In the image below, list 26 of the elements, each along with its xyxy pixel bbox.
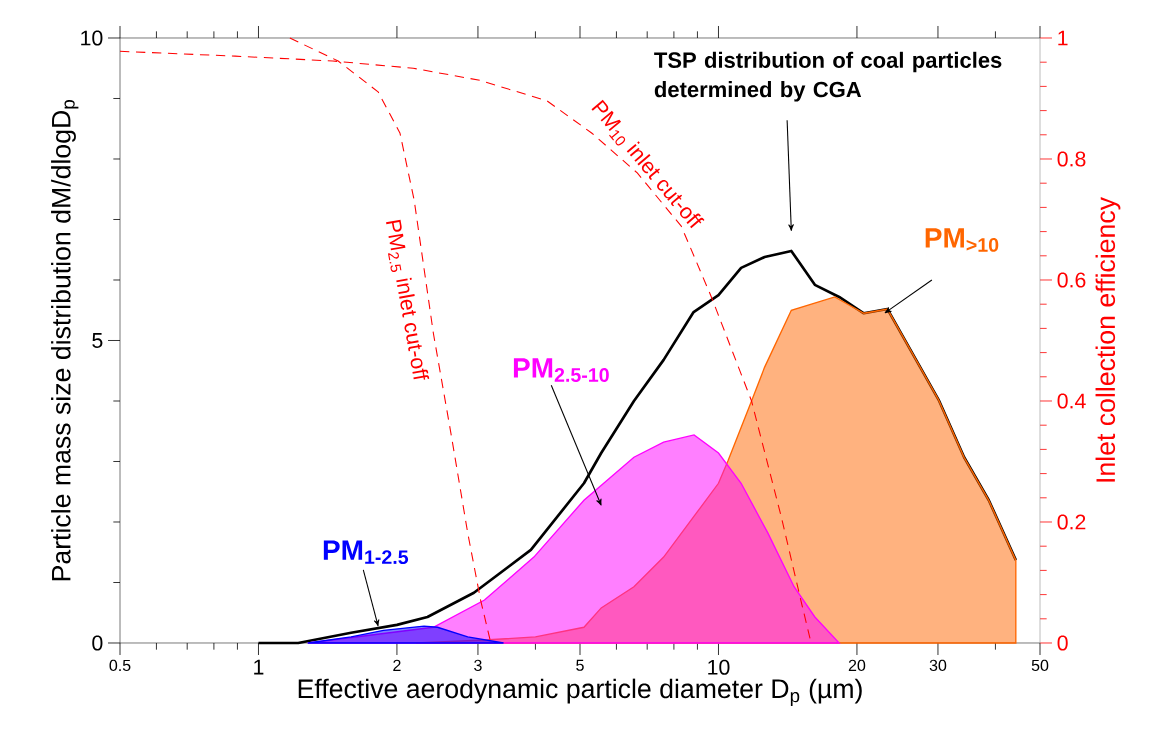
x-tick-label: 3: [474, 659, 482, 672]
y2-tick-label: 1: [1058, 30, 1068, 46]
y2-axis-title: Inlet collection efficiency: [1095, 197, 1121, 482]
y2-tick-label: 0.8: [1057, 151, 1086, 167]
y-axis-title: Particle mass size distribution dM/dlogD$_{p}$: [51, 100, 79, 581]
y2-tick-label: 0.4: [1057, 393, 1086, 409]
y2-tick-label: 0.2: [1057, 514, 1086, 530]
x-tick-label: 30: [929, 659, 947, 672]
x-tick-label: 1: [254, 659, 264, 675]
y-tick-label: 10: [81, 30, 103, 46]
text: PM$_{1-2.5}$: [323, 540, 409, 565]
legend-label: TSP distribution of coal particles determined by CGA: [654, 51, 1002, 102]
y2-tick-label: 0.6: [1057, 272, 1086, 288]
x-axis-title: Effective aerodynamic particle diameter D$_{p}$ (µm): [298, 678, 862, 706]
y2-tick-label: 0: [1057, 635, 1068, 651]
y-tick-label: 0: [92, 635, 103, 651]
x-tick-label: 5: [576, 659, 584, 671]
x-tick-label: 20: [848, 659, 866, 672]
x-tick-label: 2: [393, 659, 401, 671]
text: PM$_{2.5}$ inlet cut-off: [386, 219, 430, 380]
x-tick-label: 10: [708, 659, 730, 675]
text: PM$_{>10}$: [925, 228, 999, 252]
y-tick-label: 5: [92, 333, 103, 348]
x-tick-label: 50: [1031, 659, 1049, 672]
x-tick-label: 0.5: [109, 659, 131, 672]
text: PM$_{2.5-10}$: [513, 358, 609, 382]
